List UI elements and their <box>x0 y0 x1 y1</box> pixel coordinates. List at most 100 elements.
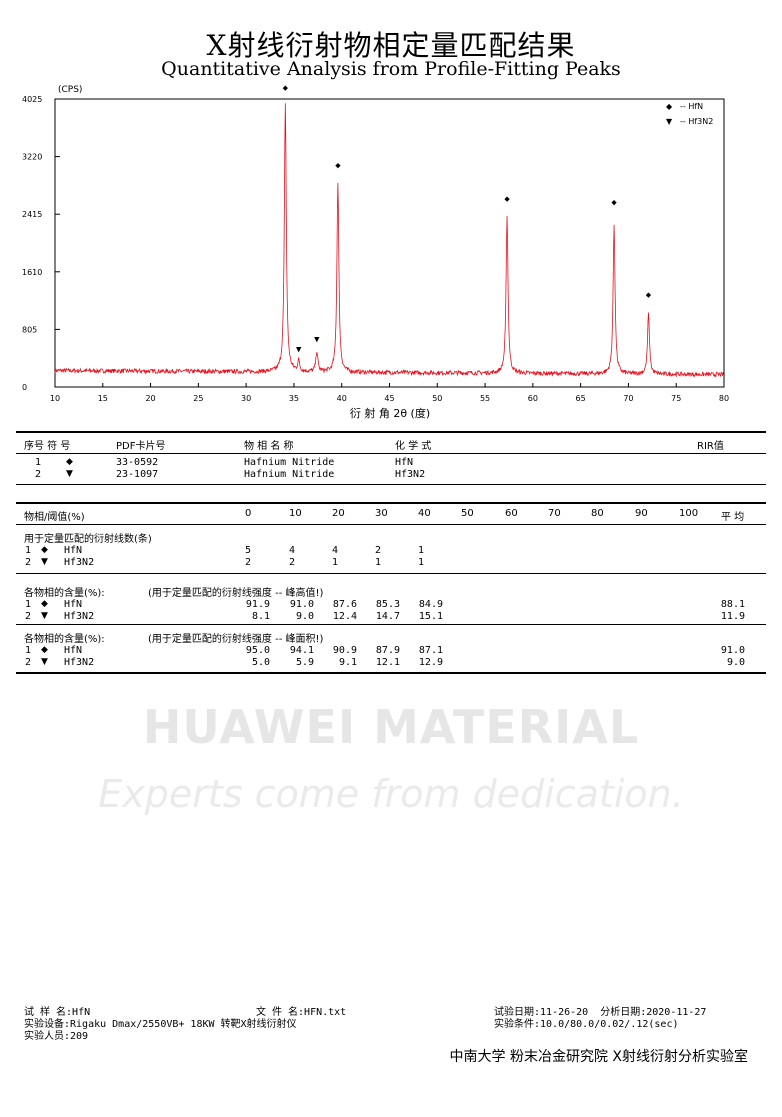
y-tick: 3220 <box>22 153 60 162</box>
x-tick: 75 <box>671 383 681 403</box>
x-axis: 10 15 20 25 30 35 40 45 50 55 60 65 70 75 80 <box>50 383 729 403</box>
row-no: 2 <box>35 469 42 480</box>
threshold-column-header: 20 <box>332 508 345 519</box>
divider <box>16 431 766 433</box>
x-tick-label: 80 <box>719 394 729 403</box>
x-tick-label: 20 <box>145 394 155 403</box>
row-pdf: 23-1097 <box>116 469 159 480</box>
row-phase: HfN <box>64 645 83 656</box>
x-tick: 45 <box>384 383 395 403</box>
section-title: 各物相的含量(%): <box>24 634 105 645</box>
threshold-column-header: 90 <box>635 508 648 519</box>
section-title: 用于定量匹配的衍射线数(条) <box>24 534 152 545</box>
divider <box>16 672 766 674</box>
y-tick-label: 3220 <box>22 153 42 162</box>
row-value: 85.3 <box>375 599 400 610</box>
x-tick: 70 <box>623 383 634 403</box>
y-unit-label: (CPS) <box>58 85 82 95</box>
row-value: 5 <box>245 545 252 556</box>
row-symbol: ◆ <box>41 599 48 609</box>
x-tick-label: 45 <box>384 394 394 403</box>
x-tick: 55 <box>480 383 490 403</box>
y-tick-label: 4025 <box>22 95 42 104</box>
x-axis-label: 衍 射 角 2θ (度) <box>350 406 430 420</box>
row-value: 91.9 <box>245 599 270 610</box>
row-phase: Hf3N2 <box>64 557 95 568</box>
footer-conditions: 实验条件:10.0/80.0/0.02/.12(sec) <box>494 1019 679 1030</box>
row-name: Hafnium Nitride <box>244 469 335 480</box>
x-tick-label: 65 <box>576 394 586 403</box>
peak-markers: ◆ ◆ ◆ ◆ ◆ ▼ ▼ <box>283 84 652 353</box>
threshold-column-header: 100 <box>679 508 699 519</box>
row-value: 87.6 <box>332 599 357 610</box>
row-symbol: ▼ <box>66 469 73 479</box>
row-value: 12.4 <box>332 611 357 622</box>
row-name: Hafnium Nitride <box>244 457 335 468</box>
row-pdf: 33-0592 <box>116 457 159 468</box>
x-tick: 15 <box>98 383 108 403</box>
x-tick: 35 <box>289 383 299 403</box>
peak-marker-hfn: ◆ <box>335 161 341 169</box>
divider <box>16 502 766 504</box>
row-value: 14.7 <box>375 611 400 622</box>
legend: ◆ -- HfN ▼ -- Hf3N2 <box>666 102 713 126</box>
x-tick: 60 <box>528 383 538 403</box>
xrd-chart: 0 805 1610 2415 3220 4025 10 15 20 25 30 35 40 45 50 5… <box>22 84 729 420</box>
row-value: 84.9 <box>418 599 443 610</box>
footer-sample: 试 样 名:HfN <box>24 1007 91 1018</box>
row-value: 12.9 <box>418 657 443 668</box>
row-value: 90.9 <box>332 645 357 656</box>
x-tick: 80 <box>719 383 729 403</box>
divider <box>16 624 766 625</box>
row-value: 1 <box>418 557 425 568</box>
peak-marker-hf3n2: ▼ <box>314 335 320 343</box>
threshold-label: 物相/阈值(%) <box>24 512 85 523</box>
row-symbol: ◆ <box>41 545 48 555</box>
x-tick: 65 <box>576 383 586 403</box>
y-tick-label: 805 <box>22 325 37 334</box>
section-subtitle: (用于定量匹配的衍射线强度 -- 峰高值!) <box>148 588 324 599</box>
row-value: 91.0 <box>289 599 314 610</box>
watermark-brand: HUAWEI MATERIAL <box>142 700 640 754</box>
row-value: 94.1 <box>289 645 314 656</box>
x-tick: 40 <box>337 383 347 403</box>
avg-label: 平 均 <box>721 512 745 523</box>
row-value: 2 <box>375 545 382 556</box>
peak-marker-hfn: ◆ <box>283 84 289 92</box>
threshold-column-header: 10 <box>289 508 302 519</box>
x-tick-label: 25 <box>193 394 203 403</box>
threshold-column-header: 40 <box>418 508 431 519</box>
row-no: 1 <box>35 457 42 468</box>
row-value: 95.0 <box>245 645 270 656</box>
page-title: X射线衍射物相定量匹配结果 <box>206 29 576 62</box>
row-value: 2 <box>245 557 252 568</box>
row-average: 91.0 <box>720 645 745 656</box>
row-value: 1 <box>332 557 339 568</box>
row-no: 2 <box>25 611 32 622</box>
page-subtitle: Quantitative Analysis from Profile-Fitti… <box>161 58 621 80</box>
x-tick: 50 <box>432 383 442 403</box>
peak-marker-hf3n2: ▼ <box>296 345 302 353</box>
row-value: 4 <box>289 545 296 556</box>
row-symbol: ▼ <box>41 657 48 667</box>
peak-marker-hfn: ◆ <box>611 199 617 207</box>
row-symbol: ▼ <box>41 557 48 567</box>
row-phase: Hf3N2 <box>64 657 95 668</box>
divider <box>16 453 766 454</box>
x-tick-label: 55 <box>480 394 490 403</box>
threshold-column-header: 30 <box>375 508 388 519</box>
x-tick: 20 <box>145 383 156 403</box>
row-symbol: ◆ <box>41 645 48 655</box>
col-header-phase-name: 物 相 名 称 <box>244 441 294 452</box>
row-value: 15.1 <box>418 611 443 622</box>
y-tick-label: 0 <box>22 383 27 392</box>
peak-marker-hfn: ◆ <box>646 291 652 299</box>
row-no: 1 <box>25 545 32 556</box>
x-tick-label: 70 <box>623 394 633 403</box>
x-tick: 30 <box>241 383 251 403</box>
row-average: 11.9 <box>720 611 745 622</box>
section-subtitle: (用于定量匹配的衍射线强度 -- 峰面积!) <box>148 634 324 645</box>
divider <box>16 524 766 525</box>
peak-marker-hfn: ◆ <box>504 195 510 203</box>
diffraction-pattern-line <box>54 103 725 378</box>
